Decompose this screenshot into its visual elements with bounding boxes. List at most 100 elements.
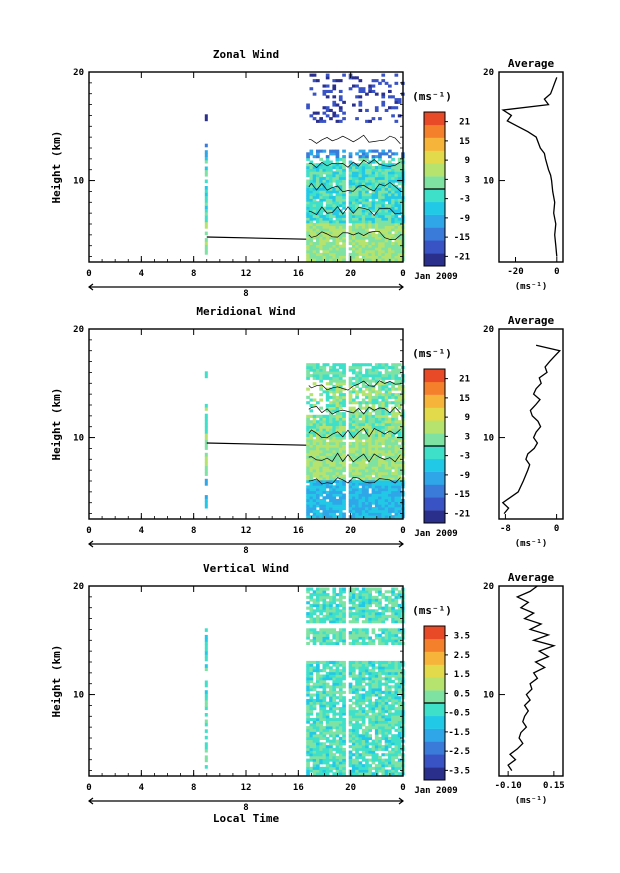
heatmap-cell xyxy=(348,165,353,169)
heatmap-cell xyxy=(388,149,392,153)
heatmap-cell xyxy=(374,439,379,443)
heatmap-cell xyxy=(312,231,317,235)
heatmap-cell xyxy=(325,469,330,473)
heatmap-cell xyxy=(371,420,376,424)
heatmap-cell xyxy=(361,614,366,618)
heatmap-cell xyxy=(374,176,379,180)
heatmap-cell xyxy=(368,393,372,397)
heatmap-cell xyxy=(394,769,399,773)
heatmap-cell xyxy=(348,636,353,640)
heatmap-cell xyxy=(204,143,208,148)
heatmap-cell xyxy=(332,376,337,380)
heatmap-cell xyxy=(358,403,363,407)
heatmap-cell xyxy=(306,458,310,462)
heatmap-cell xyxy=(332,463,337,467)
heatmap-cell xyxy=(368,119,372,123)
colorbar-swatch xyxy=(424,638,445,652)
heatmap-cell xyxy=(368,509,372,513)
heatmap-cell xyxy=(312,444,317,448)
heatmap-cell xyxy=(329,412,333,416)
heatmap-cell xyxy=(204,722,208,727)
heatmap-cell xyxy=(335,206,340,210)
heatmap-cell xyxy=(368,485,372,489)
heatmap-cell xyxy=(384,485,389,489)
heatmap-cell xyxy=(348,660,353,664)
heatmap-cell xyxy=(325,674,330,678)
heatmap-cell xyxy=(332,455,337,459)
heatmap-cell xyxy=(365,504,369,508)
heatmap-cell xyxy=(388,390,392,394)
heatmap-cell xyxy=(361,598,366,602)
heatmap-cell xyxy=(358,593,363,597)
heatmap-cell xyxy=(325,163,330,167)
heatmap-cell xyxy=(394,422,399,426)
heatmap-cell xyxy=(361,490,366,494)
heatmap-cell xyxy=(335,723,340,727)
heatmap-cell xyxy=(309,241,314,245)
heatmap-cell xyxy=(306,590,310,594)
heatmap-cell xyxy=(397,707,402,711)
heatmap-cell xyxy=(394,677,399,681)
heatmap-cell xyxy=(348,631,353,635)
heatmap-cell xyxy=(309,233,314,237)
heatmap-cell xyxy=(329,612,333,616)
heatmap-cell xyxy=(391,723,395,727)
heatmap-cell xyxy=(358,387,363,391)
heatmap-cell xyxy=(371,441,376,445)
heatmap-cell xyxy=(332,474,337,478)
heatmap-cell xyxy=(335,707,340,711)
heatmap-cell xyxy=(397,679,402,683)
heatmap-cell xyxy=(365,155,369,159)
heatmap-cell xyxy=(384,182,389,186)
heatmap-cell xyxy=(378,504,382,508)
heatmap-cell xyxy=(378,452,382,456)
heatmap-cell xyxy=(394,441,399,445)
colorbar-tick-label: 3 xyxy=(465,175,470,185)
heatmap-cell xyxy=(325,507,330,511)
heatmap-cell xyxy=(388,417,392,421)
heatmap-cell xyxy=(394,195,399,199)
heatmap-cell xyxy=(388,633,392,637)
heatmap-cell xyxy=(394,258,399,262)
heatmap-cell xyxy=(335,149,340,153)
heatmap-cell xyxy=(204,179,208,184)
heatmap-cell xyxy=(378,731,382,735)
profile-frame xyxy=(498,585,564,777)
heatmap-cell xyxy=(388,179,392,183)
heatmap-cell xyxy=(361,382,366,386)
heatmap-cell xyxy=(365,258,369,262)
heatmap-cell xyxy=(394,452,399,456)
heatmap-cell xyxy=(204,641,208,645)
heatmap-cell xyxy=(358,433,363,437)
heatmap-cell xyxy=(348,755,353,759)
heatmap-cell xyxy=(391,152,395,156)
heatmap-cell xyxy=(204,657,208,662)
heatmap-cell xyxy=(332,712,337,716)
colorbar-swatch xyxy=(424,112,445,126)
heatmap-cell xyxy=(309,466,314,470)
heatmap-cell xyxy=(378,766,382,770)
heatmap-cell xyxy=(397,412,402,416)
heatmap-cell xyxy=(325,236,330,240)
heatmap-cell xyxy=(358,241,363,245)
heatmap-cell xyxy=(368,439,372,443)
heatmap-cell xyxy=(388,709,392,713)
heatmap-cell xyxy=(332,384,337,388)
heatmap-cell xyxy=(352,244,356,248)
heatmap-cell xyxy=(348,436,353,440)
heatmap-cell xyxy=(306,682,310,686)
heatmap-cell xyxy=(384,496,389,500)
heatmap-cell xyxy=(329,496,333,500)
heatmap-cell xyxy=(316,168,320,172)
heatmap-cell xyxy=(322,244,327,248)
heatmap-cell xyxy=(348,247,353,251)
heatmap-cell xyxy=(388,174,392,178)
heatmap-cell xyxy=(352,184,356,188)
heatmap-cell xyxy=(348,233,353,237)
heatmap-cell xyxy=(325,512,330,516)
heatmap-cell xyxy=(332,371,337,375)
heatmap-cell xyxy=(394,734,399,738)
heatmap-cell xyxy=(374,731,379,735)
heatmap-cell xyxy=(361,425,366,429)
heatmap-cell xyxy=(342,723,346,727)
